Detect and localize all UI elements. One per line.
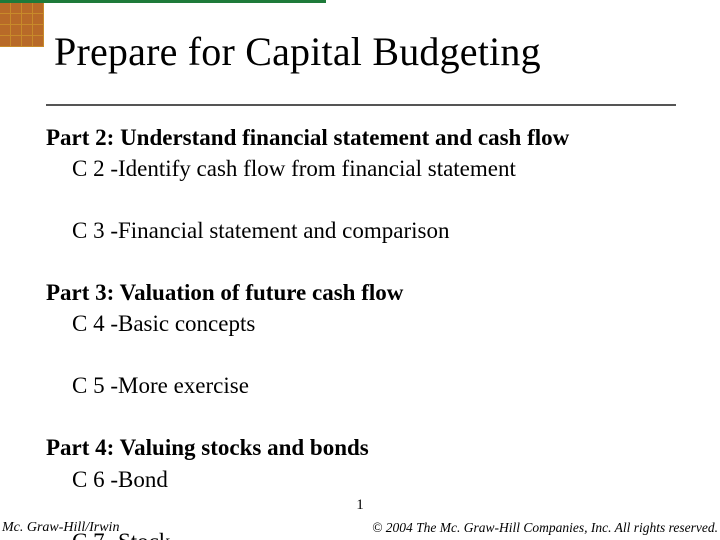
outline-part: Part 3: Valuation of future cash flow <box>46 280 403 305</box>
corner-grid-decor <box>0 3 44 47</box>
grid-cell <box>11 25 22 36</box>
top-accent-bar <box>0 0 326 3</box>
footer-publisher: Mc. Graw-Hill/Irwin <box>2 520 119 536</box>
grid-cell <box>22 3 33 14</box>
outline-sub: C 2 -Identify cash flow from financial s… <box>46 153 676 184</box>
outline-sub: C 5 -More exercise <box>46 370 676 401</box>
grid-cell <box>33 36 44 47</box>
grid-cell <box>11 14 22 25</box>
grid-cell <box>11 3 22 14</box>
grid-cell <box>33 3 44 14</box>
grid-cell <box>22 25 33 36</box>
outline-sub: C 4 -Basic concepts <box>46 308 676 339</box>
grid-cell <box>0 36 11 47</box>
title-underline <box>46 104 676 106</box>
outline-part: Part 4: Valuing stocks and bonds <box>46 435 369 460</box>
outline-sub: C 3 -Financial statement and comparison <box>46 215 676 246</box>
outline-body: Part 2: Understand financial statement a… <box>46 122 676 540</box>
outline-part: Part 2: Understand financial statement a… <box>46 125 569 150</box>
outline-sub: C 6 -Bond <box>46 464 676 495</box>
grid-cell <box>33 14 44 25</box>
grid-cell <box>22 14 33 25</box>
page-title: Prepare for Capital Budgeting <box>54 28 541 75</box>
footer-copyright: © 2004 The Mc. Graw-Hill Companies, Inc.… <box>372 520 718 536</box>
grid-cell <box>0 25 11 36</box>
grid-cell <box>11 36 22 47</box>
page-number: 1 <box>0 497 720 514</box>
grid-cell <box>22 36 33 47</box>
grid-cell <box>0 14 11 25</box>
grid-cell <box>33 25 44 36</box>
grid-cell <box>0 3 11 14</box>
